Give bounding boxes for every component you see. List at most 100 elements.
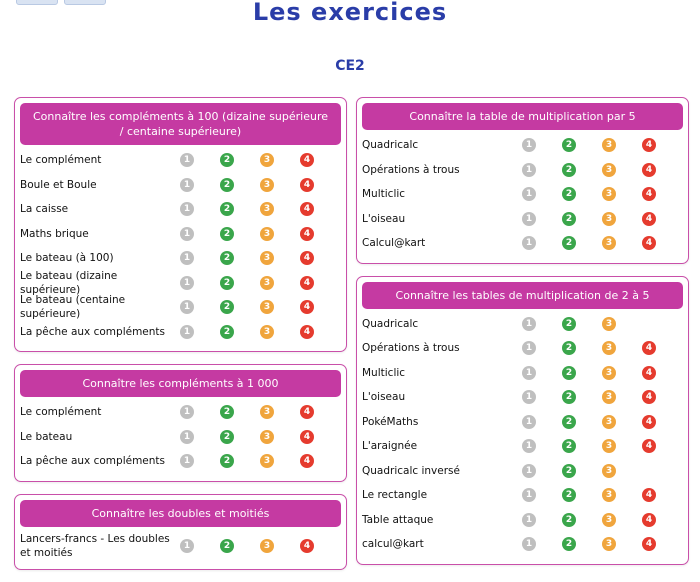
level-2-button[interactable]: 2 bbox=[562, 138, 576, 153]
level-3-button[interactable]: 3 bbox=[260, 226, 274, 241]
level-3-button[interactable]: 3 bbox=[602, 463, 616, 478]
level-3-button[interactable]: 3 bbox=[602, 537, 616, 552]
level-2-button[interactable]: 2 bbox=[220, 324, 234, 339]
level-4-button[interactable]: 4 bbox=[300, 405, 314, 420]
level-4-button[interactable]: 4 bbox=[642, 365, 656, 380]
level-4-button[interactable]: 4 bbox=[642, 236, 656, 251]
level-3-button[interactable]: 3 bbox=[602, 236, 616, 251]
level-3-button[interactable]: 3 bbox=[260, 429, 274, 444]
level-4-button[interactable]: 4 bbox=[300, 538, 314, 553]
level-2-button[interactable]: 2 bbox=[562, 316, 576, 331]
level-1-button[interactable]: 1 bbox=[522, 236, 536, 251]
level-3-button[interactable]: 3 bbox=[602, 316, 616, 331]
level-1-button[interactable]: 1 bbox=[522, 390, 536, 405]
level-1-button[interactable]: 1 bbox=[522, 512, 536, 527]
level-3-button[interactable]: 3 bbox=[602, 439, 616, 454]
level-3-button[interactable]: 3 bbox=[260, 275, 274, 290]
level-1-button[interactable]: 1 bbox=[522, 463, 536, 478]
top-tab[interactable] bbox=[64, 0, 106, 5]
level-1-button[interactable]: 1 bbox=[522, 138, 536, 153]
level-3-button[interactable]: 3 bbox=[602, 187, 616, 202]
level-2-button[interactable]: 2 bbox=[562, 512, 576, 527]
level-1-button[interactable]: 1 bbox=[522, 316, 536, 331]
level-3-button[interactable]: 3 bbox=[602, 138, 616, 153]
level-3-button[interactable]: 3 bbox=[602, 341, 616, 356]
level-1-button[interactable]: 1 bbox=[522, 187, 536, 202]
level-4-button[interactable]: 4 bbox=[300, 251, 314, 266]
top-tab[interactable] bbox=[16, 0, 58, 5]
level-4-button[interactable]: 4 bbox=[642, 512, 656, 527]
level-4-button[interactable]: 4 bbox=[300, 202, 314, 217]
level-1-button[interactable]: 1 bbox=[522, 488, 536, 503]
level-3-button[interactable]: 3 bbox=[602, 390, 616, 405]
level-1-button[interactable]: 1 bbox=[522, 365, 536, 380]
level-4-button[interactable]: 4 bbox=[300, 300, 314, 315]
level-2-button[interactable]: 2 bbox=[220, 454, 234, 469]
level-1-button[interactable]: 1 bbox=[522, 414, 536, 429]
level-4-button[interactable]: 4 bbox=[642, 138, 656, 153]
level-2-button[interactable]: 2 bbox=[562, 488, 576, 503]
level-2-button[interactable]: 2 bbox=[220, 251, 234, 266]
level-2-button[interactable]: 2 bbox=[562, 439, 576, 454]
level-2-button[interactable]: 2 bbox=[562, 390, 576, 405]
level-2-button[interactable]: 2 bbox=[562, 211, 576, 226]
level-1-button[interactable]: 1 bbox=[180, 429, 194, 444]
level-1-button[interactable]: 1 bbox=[180, 275, 194, 290]
level-1-button[interactable]: 1 bbox=[180, 153, 194, 168]
level-1-button[interactable]: 1 bbox=[180, 324, 194, 339]
level-1-button[interactable]: 1 bbox=[180, 226, 194, 241]
level-3-button[interactable]: 3 bbox=[602, 365, 616, 380]
level-4-button[interactable]: 4 bbox=[642, 537, 656, 552]
level-4-button[interactable]: 4 bbox=[642, 439, 656, 454]
level-2-button[interactable]: 2 bbox=[220, 202, 234, 217]
level-4-button[interactable]: 4 bbox=[300, 324, 314, 339]
level-2-button[interactable]: 2 bbox=[220, 429, 234, 444]
level-1-button[interactable]: 1 bbox=[180, 300, 194, 315]
level-2-button[interactable]: 2 bbox=[220, 538, 234, 553]
level-2-button[interactable]: 2 bbox=[562, 365, 576, 380]
level-3-button[interactable]: 3 bbox=[260, 202, 274, 217]
level-2-button[interactable]: 2 bbox=[220, 275, 234, 290]
level-1-button[interactable]: 1 bbox=[522, 537, 536, 552]
level-1-button[interactable]: 1 bbox=[180, 251, 194, 266]
level-4-button[interactable]: 4 bbox=[300, 177, 314, 192]
level-3-button[interactable]: 3 bbox=[260, 454, 274, 469]
level-3-button[interactable]: 3 bbox=[260, 153, 274, 168]
level-2-button[interactable]: 2 bbox=[220, 226, 234, 241]
level-2-button[interactable]: 2 bbox=[220, 405, 234, 420]
level-2-button[interactable]: 2 bbox=[562, 463, 576, 478]
level-4-button[interactable]: 4 bbox=[642, 390, 656, 405]
level-4-button[interactable]: 4 bbox=[642, 488, 656, 503]
level-2-button[interactable]: 2 bbox=[220, 177, 234, 192]
level-4-button[interactable]: 4 bbox=[300, 275, 314, 290]
level-4-button[interactable]: 4 bbox=[300, 454, 314, 469]
level-4-button[interactable]: 4 bbox=[642, 414, 656, 429]
level-3-button[interactable]: 3 bbox=[260, 177, 274, 192]
level-1-button[interactable]: 1 bbox=[180, 454, 194, 469]
level-1-button[interactable]: 1 bbox=[180, 177, 194, 192]
level-3-button[interactable]: 3 bbox=[602, 162, 616, 177]
level-1-button[interactable]: 1 bbox=[180, 202, 194, 217]
level-2-button[interactable]: 2 bbox=[562, 537, 576, 552]
level-1-button[interactable]: 1 bbox=[522, 341, 536, 356]
level-3-button[interactable]: 3 bbox=[602, 211, 616, 226]
level-2-button[interactable]: 2 bbox=[562, 162, 576, 177]
level-2-button[interactable]: 2 bbox=[220, 300, 234, 315]
level-3-button[interactable]: 3 bbox=[602, 414, 616, 429]
level-3-button[interactable]: 3 bbox=[260, 538, 274, 553]
level-4-button[interactable]: 4 bbox=[642, 341, 656, 356]
level-3-button[interactable]: 3 bbox=[260, 300, 274, 315]
level-1-button[interactable]: 1 bbox=[522, 211, 536, 226]
level-2-button[interactable]: 2 bbox=[220, 153, 234, 168]
level-1-button[interactable]: 1 bbox=[522, 162, 536, 177]
level-4-button[interactable]: 4 bbox=[300, 429, 314, 444]
level-4-button[interactable]: 4 bbox=[642, 162, 656, 177]
level-3-button[interactable]: 3 bbox=[260, 405, 274, 420]
level-2-button[interactable]: 2 bbox=[562, 414, 576, 429]
level-3-button[interactable]: 3 bbox=[260, 251, 274, 266]
level-4-button[interactable]: 4 bbox=[300, 226, 314, 241]
level-1-button[interactable]: 1 bbox=[522, 439, 536, 454]
level-3-button[interactable]: 3 bbox=[602, 512, 616, 527]
level-2-button[interactable]: 2 bbox=[562, 341, 576, 356]
level-3-button[interactable]: 3 bbox=[602, 488, 616, 503]
